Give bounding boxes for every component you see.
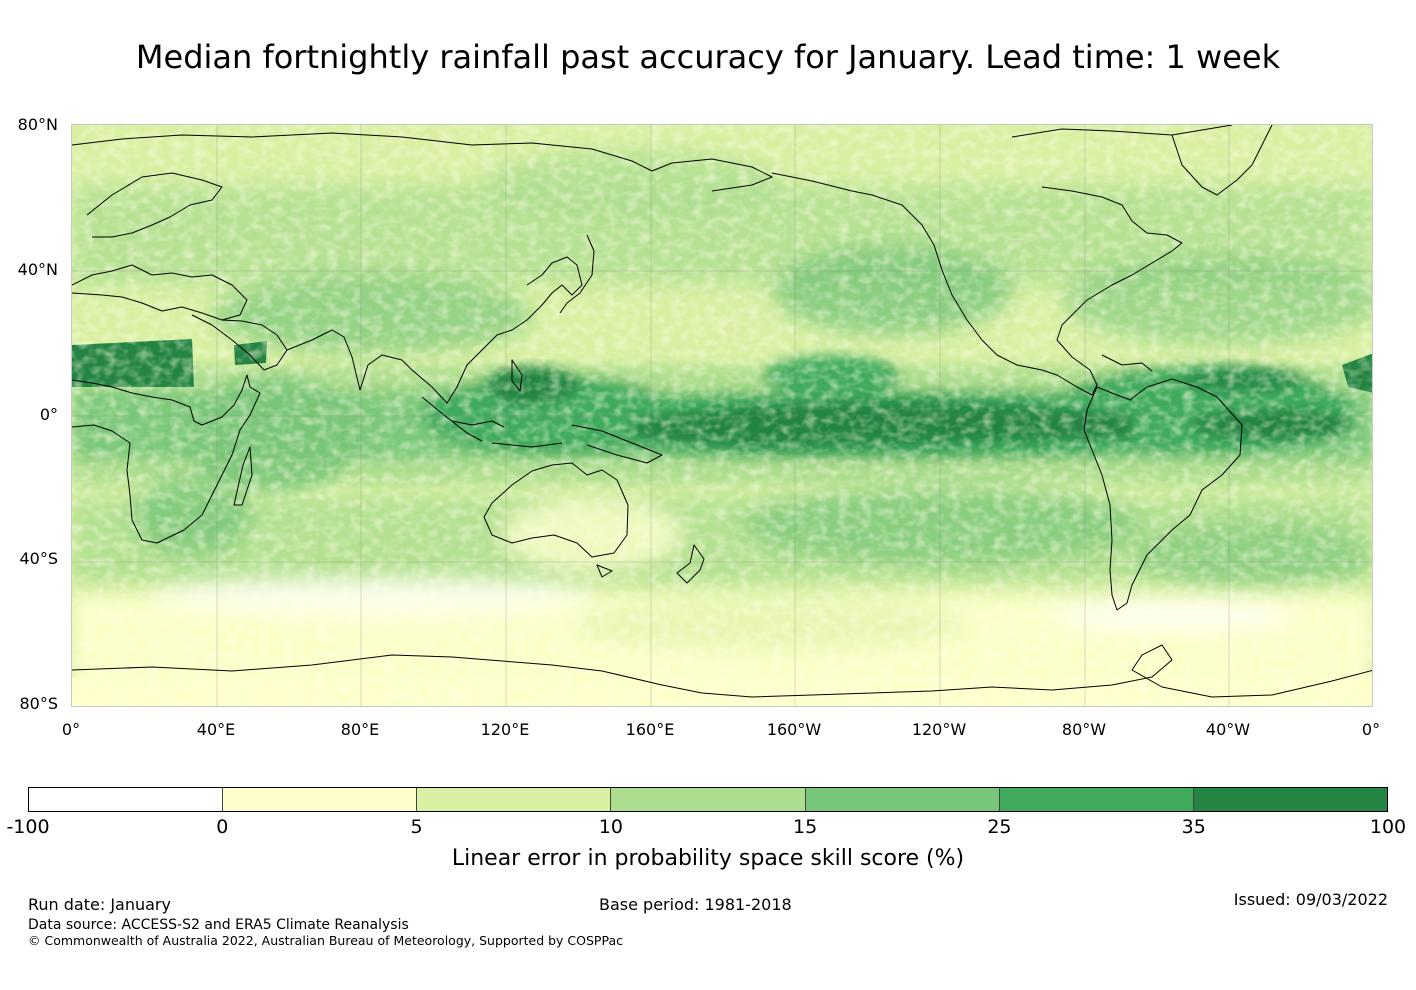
colorbar-segment xyxy=(611,788,806,811)
colorbar xyxy=(28,787,1388,812)
copyright: © Commonwealth of Australia 2022, Austra… xyxy=(28,933,623,948)
lon-tick-label: 160°E xyxy=(625,720,675,739)
colorbar-tick-label: -100 xyxy=(6,816,50,838)
colorbar-segment xyxy=(29,788,224,811)
colorbar-tick-label: 0 xyxy=(216,816,229,838)
skill-field-noise xyxy=(72,125,1372,706)
colorbar-label: Linear error in probability space skill … xyxy=(451,846,965,871)
colorbar-segment xyxy=(223,788,418,811)
colorbar-tick-label: 10 xyxy=(598,816,623,838)
lon-tick-label: 40°W xyxy=(1205,720,1251,739)
colorbar-tick-label: 5 xyxy=(410,816,423,838)
colorbar-tick-label: 15 xyxy=(793,816,818,838)
lon-tick-label: 120°E xyxy=(480,720,530,739)
colorbar-segment xyxy=(1193,788,1387,811)
lat-tick-label: 0° xyxy=(39,405,58,424)
run-date: Run date: January xyxy=(28,895,171,914)
lon-tick-label: 0° xyxy=(61,720,81,739)
colorbar-tick-label: 100 xyxy=(1369,816,1407,838)
colorbar-tick-label: 25 xyxy=(987,816,1012,838)
coastlines xyxy=(72,125,1372,698)
lon-tick-label: 0° xyxy=(1361,720,1381,739)
lat-tick-label: 80°S xyxy=(19,694,58,713)
lon-tick-label: 80°W xyxy=(1061,720,1107,739)
colorbar-segment xyxy=(417,788,612,811)
lon-tick-label: 160°W xyxy=(766,720,822,739)
graticule xyxy=(72,125,1372,706)
lat-tick-label: 40°S xyxy=(19,549,58,568)
skill-score-map xyxy=(71,124,1373,707)
lon-tick-label: 40°E xyxy=(196,720,236,739)
lon-tick-label: 120°W xyxy=(911,720,967,739)
lat-tick-label: 40°N xyxy=(17,260,58,279)
colorbar-segment xyxy=(805,788,1000,811)
colorbar-segment xyxy=(999,788,1194,811)
figure-title: Median fortnightly rainfall past accurac… xyxy=(135,38,1281,76)
lat-tick-label: 80°N xyxy=(17,115,58,134)
base-period: Base period: 1981-2018 xyxy=(599,895,792,914)
lon-tick-label: 80°E xyxy=(340,720,380,739)
colorbar-tick-label: 35 xyxy=(1181,816,1206,838)
issued-date: Issued: 09/03/2022 xyxy=(1233,890,1388,909)
data-source: Data source: ACCESS-S2 and ERA5 Climate … xyxy=(28,917,409,933)
